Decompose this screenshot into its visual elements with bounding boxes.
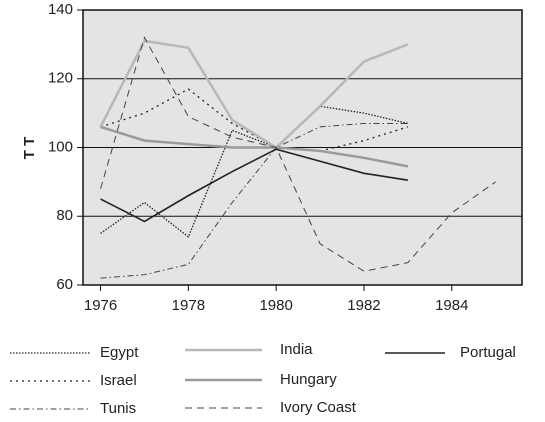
y-tick-label: 60 <box>56 276 73 293</box>
series-line <box>100 105 409 238</box>
legend-label: Ivory Coast <box>280 399 357 416</box>
y-tick-label: 100 <box>48 138 73 155</box>
x-tick-label: 1980 <box>259 297 292 314</box>
series-line <box>100 88 409 152</box>
plot-border <box>82 9 523 286</box>
legend-label: Egypt <box>100 344 139 361</box>
legend-label: Israel <box>100 372 137 389</box>
x-tick-label: 1976 <box>84 297 117 314</box>
x-tick-label: 1978 <box>172 297 205 314</box>
y-tick-label: 80 <box>56 207 73 224</box>
series-line <box>100 122 408 279</box>
legend-label: Portugal <box>460 344 516 361</box>
series-line <box>100 148 408 223</box>
series-line <box>99 39 409 150</box>
y-tick-label: 120 <box>48 70 73 87</box>
legend-label: India <box>280 341 313 358</box>
y-axis-label: T T <box>21 137 38 160</box>
y-tick-label: 140 <box>48 1 73 18</box>
x-tick-label: 1982 <box>347 297 380 314</box>
legend-label: Hungary <box>280 371 337 388</box>
series-line <box>100 125 409 168</box>
series-line <box>100 36 496 272</box>
x-tick-label: 1984 <box>435 297 468 314</box>
legend-label: Tunis <box>100 400 136 417</box>
